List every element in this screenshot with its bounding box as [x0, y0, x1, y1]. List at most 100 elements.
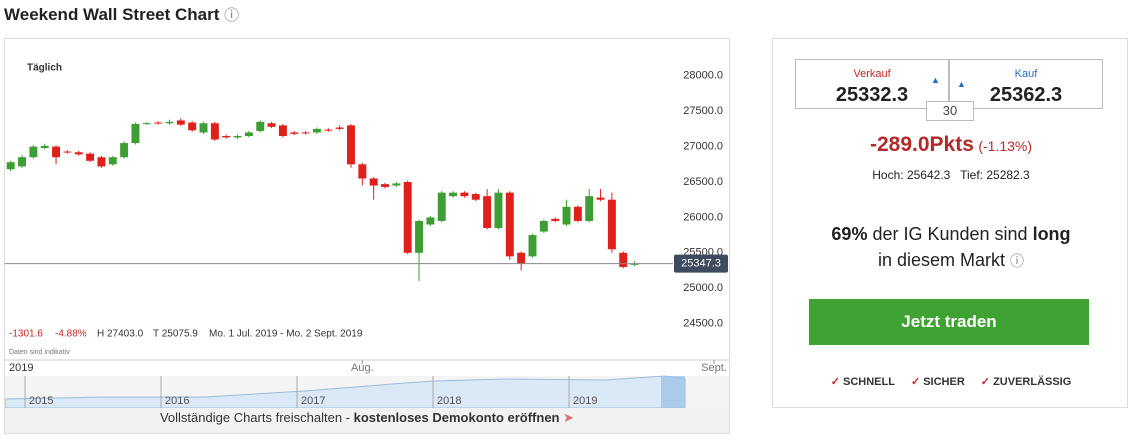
chart: Täglich -1301.6 -4.88% H 27403.0 T 25075… — [5, 63, 729, 433]
info-icon[interactable]: ⓘ — [1010, 253, 1025, 269]
candle-body — [244, 132, 253, 136]
candle-body — [392, 183, 401, 186]
candle-body — [29, 146, 38, 158]
spread: 30 — [926, 101, 974, 121]
low: Tief: 25282.3 — [960, 168, 1030, 182]
year-label: 2018 — [437, 395, 461, 407]
candle-body — [449, 192, 458, 197]
candle-body — [199, 123, 208, 133]
y-tick-label: 26000.0 — [683, 211, 723, 223]
stat-range: Mo. 1 Jul. 2019 - Mo. 2 Sept. 2019 — [209, 329, 363, 340]
sentiment-text2: in diesem Markt — [877, 250, 1011, 270]
candle-body — [108, 157, 117, 165]
candle-body — [52, 146, 61, 158]
sentiment: 69% der IG Kunden sind long in diesem Mar… — [773, 221, 1129, 274]
feature: SCHNELL — [831, 376, 895, 388]
candle-body — [471, 194, 480, 200]
sentiment-dir: long — [1032, 224, 1071, 244]
candle-body — [188, 122, 197, 131]
candle-body — [596, 197, 605, 200]
arrow: ▲ — [931, 75, 940, 85]
candle-body — [120, 143, 129, 158]
year-label: 2019 — [9, 362, 33, 374]
candle-body — [324, 129, 333, 131]
candle-body — [630, 263, 639, 265]
candle-body — [267, 123, 276, 127]
banner-bg — [5, 408, 729, 433]
candle-body — [176, 120, 185, 125]
candle-body — [63, 151, 72, 153]
candle-body — [483, 196, 492, 229]
candle-body — [165, 121, 174, 124]
candle-body — [40, 145, 49, 149]
candle-body — [290, 132, 299, 134]
candle-body — [222, 135, 231, 138]
feature: SICHER — [911, 376, 965, 388]
candle-body — [347, 125, 355, 165]
candle-body — [358, 164, 367, 179]
y-tick-label: 27500.0 — [683, 105, 723, 117]
high-low: Hoch: 25642.3 Tief: 25282.3 — [773, 168, 1129, 182]
title-text: Weekend Wall Street Chart — [4, 5, 220, 24]
x-tick-label: Aug. — [351, 362, 374, 374]
year-label: 2017 — [301, 395, 325, 407]
candle-body — [278, 125, 287, 136]
y-tick-label: 27000.0 — [683, 141, 723, 153]
sell-box[interactable]: Verkauf 25332.3 — [795, 59, 949, 109]
x-tick-label: Sept. — [701, 362, 727, 374]
buy-price: 25362.3 — [989, 84, 1063, 106]
year-label: 2016 — [165, 395, 189, 407]
banner[interactable]: Vollständige Charts freischalten - koste… — [5, 410, 729, 426]
stat-change-pct: -4.88% — [55, 329, 87, 340]
candle-body — [573, 206, 582, 221]
candle-body — [369, 178, 378, 186]
candle-body — [494, 192, 503, 229]
sentiment-pct: 69% — [831, 224, 868, 244]
buy-label: Kauf — [1014, 68, 1038, 80]
candle-body — [301, 132, 310, 134]
candle-body — [154, 122, 163, 124]
candle-body — [562, 206, 571, 225]
candle-body — [131, 123, 140, 144]
candle-body — [335, 127, 344, 129]
y-tick-label: 25500.0 — [683, 247, 723, 259]
candle-body — [74, 152, 83, 155]
change: -289.0Pkts — [869, 133, 974, 156]
candle-body — [539, 220, 548, 232]
candle-body — [403, 182, 412, 253]
price-tag — [674, 254, 728, 273]
navigator — [5, 375, 729, 409]
sell-label: Verkauf — [853, 68, 891, 80]
change-pct: (-1.13%) — [978, 138, 1033, 154]
candle-body — [607, 199, 616, 250]
navigator-window[interactable] — [661, 376, 685, 408]
candle-body — [460, 192, 469, 197]
info-icon[interactable]: ⓘ — [224, 7, 240, 24]
high: Hoch: 25642.3 — [872, 168, 951, 182]
stat-change: -1301.6 — [9, 329, 43, 340]
y-tick-label: 25000.0 — [683, 282, 723, 294]
candle-body — [415, 220, 424, 253]
y-tick-label: 28000.0 — [683, 70, 723, 82]
candle-body — [619, 252, 628, 267]
sentiment-text: der IG Kunden sind — [867, 224, 1033, 244]
period-label: Täglich — [27, 63, 62, 74]
candle-body — [517, 252, 526, 264]
candle-body — [381, 184, 389, 187]
stat-low: T 25075.9 — [153, 329, 198, 340]
candle-body — [6, 162, 15, 170]
year-label: 2019 — [573, 395, 597, 407]
stats: -1301.6 -4.88% H 27403.0 T 25075.9 Mo. 1… — [9, 329, 363, 340]
chart-box: Täglich -1301.6 -4.88% H 27403.0 T 25075… — [4, 38, 730, 434]
candle-body — [18, 157, 26, 167]
price-tag-label: 25347.3 — [681, 258, 721, 270]
candle-body — [256, 121, 265, 132]
buy-box[interactable]: Kauf 25362.3 — [949, 59, 1103, 109]
banner-link[interactable]: kostenloses Demokonto eröffnen — [353, 410, 560, 425]
candle-body — [86, 153, 95, 161]
trade-panel: Verkauf 25332.3 Kauf 25362.3 ▲ ▲ 30 -289.0… — [772, 38, 1128, 408]
trade-button[interactable]: Jetzt traden — [809, 299, 1089, 345]
stat-high: H 27403.0 — [97, 329, 144, 340]
candle-body — [97, 157, 106, 167]
features: SCHNELL SICHER ZUVERLÄSSIG — [773, 372, 1129, 390]
